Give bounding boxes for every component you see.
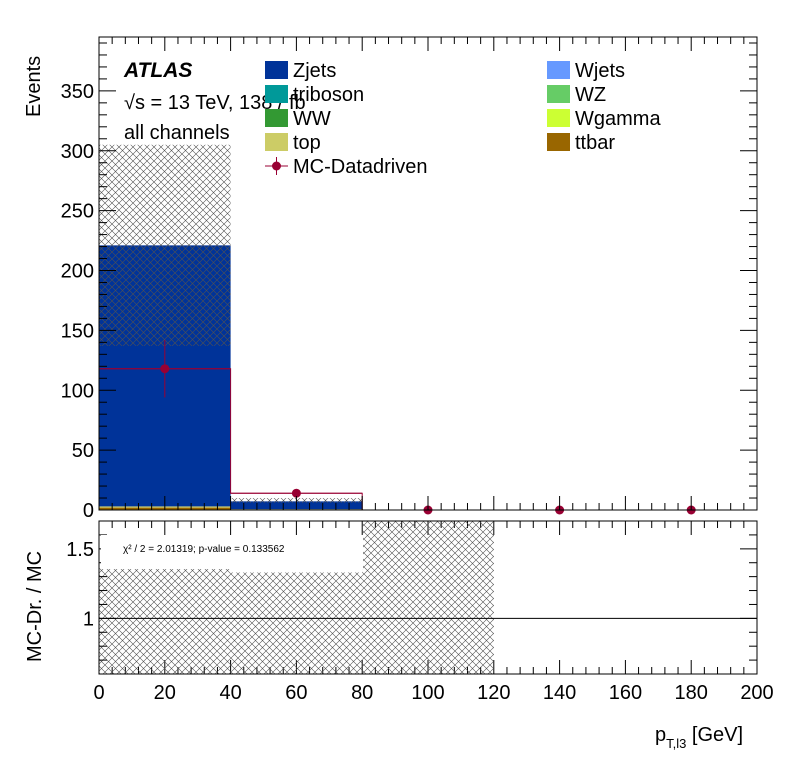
- legend-label: top: [293, 132, 321, 154]
- legend-entry-zjets: Zjets: [265, 60, 336, 82]
- legend-swatch: [547, 109, 570, 127]
- legend-label: Wjets: [575, 60, 625, 82]
- energy-line: √s = 13 TeV, 138 / fb: [124, 92, 306, 114]
- x-tick-label: 160: [609, 682, 642, 704]
- ratio-axes-box: [98, 520, 758, 675]
- x-tick-label: 120: [477, 682, 510, 704]
- legend-swatch: [265, 133, 288, 151]
- x-tick-label: 60: [285, 682, 307, 704]
- ratio-uncertainty-band: [230, 572, 363, 674]
- legend-entry-wjets: Wjets: [547, 60, 625, 82]
- legend-swatch: [547, 61, 570, 79]
- legend-entry-mc-datadriven: MC-Datadriven: [265, 156, 427, 178]
- legend-entry-triboson: triboson: [265, 84, 364, 106]
- legend-entry-top: top: [265, 132, 321, 154]
- x-axis-title-unit: [GeV]: [686, 724, 743, 746]
- legend-swatch: [547, 85, 570, 103]
- channel-label: all channels: [124, 122, 230, 144]
- mc-uncertainty-band: [99, 144, 231, 346]
- y-tick-label: 350: [61, 81, 94, 103]
- chi2-text: χ² / 2 = 2.01319; p-value = 0.133562: [123, 544, 285, 555]
- ratio-y-tick-label: 1.5: [66, 539, 94, 561]
- legend-label: WW: [293, 108, 331, 130]
- legend-label: ttbar: [575, 132, 615, 154]
- atlas-label: ATLAS: [123, 59, 192, 82]
- x-tick-label: 140: [543, 682, 576, 704]
- ratio-frame: 11.5: [66, 520, 758, 675]
- y-tick-label: 250: [61, 201, 94, 223]
- x-tick-label: 100: [411, 682, 444, 704]
- ratio-uncertainty-band: [99, 568, 231, 674]
- chi2-box: [101, 535, 363, 569]
- data-point: [160, 364, 170, 374]
- y-tick-label: 50: [72, 440, 94, 462]
- y-tick-label: 200: [61, 261, 94, 283]
- x-tick-label: 20: [154, 682, 176, 704]
- legend-swatch: [547, 133, 570, 151]
- legend-label: triboson: [293, 84, 364, 106]
- legend: Zjets Wjets triboson WZ WW Wgamma top ttbar MC-D…: [265, 60, 661, 178]
- legend-label: Wgamma: [575, 108, 661, 130]
- data-point: [291, 488, 301, 498]
- legend-swatch: [265, 85, 288, 103]
- y-axis-title: Events: [23, 56, 45, 117]
- legend-label: Zjets: [293, 60, 336, 82]
- x-tick-label: 0: [93, 682, 104, 704]
- x-axis-title: pT,l3 [GeV]: [655, 724, 743, 751]
- legend-entry-ttbar: ttbar: [547, 132, 615, 154]
- x-tick-label: 80: [351, 682, 373, 704]
- x-tick-label: 40: [219, 682, 241, 704]
- y-tick-label: 0: [83, 500, 94, 522]
- legend-entry-wgamma: Wgamma: [547, 108, 661, 130]
- legend-entry-wz: WZ: [547, 84, 606, 106]
- ratio-y-tick-label: 1: [83, 608, 94, 630]
- x-tick-label: 200: [740, 682, 773, 704]
- legend-label: MC-Datadriven: [293, 156, 427, 178]
- legend-entry-ww: WW: [265, 108, 331, 130]
- main-panel: [98, 144, 757, 515]
- y-tick-label: 100: [61, 380, 94, 402]
- legend-swatch: [265, 61, 288, 79]
- legend-swatch: [265, 109, 288, 127]
- x-axis-title-sub: T,l3: [666, 736, 686, 751]
- ratio-uncertainty-band: [362, 521, 494, 674]
- y-tick-label: 300: [61, 141, 94, 163]
- legend-label: WZ: [575, 84, 606, 106]
- ratio-panel: [99, 521, 757, 674]
- y-tick-label: 150: [61, 320, 94, 342]
- main-frame: 0 20 40 60 80 100 120 140 160 180 200 0 50 100 150 200 2…: [61, 36, 774, 704]
- ratio-y-axis-title: MC-Dr. / MC: [24, 551, 46, 662]
- legend-marker: [272, 161, 281, 171]
- x-tick-label: 180: [675, 682, 708, 704]
- x-axis-title-main: p: [655, 724, 666, 746]
